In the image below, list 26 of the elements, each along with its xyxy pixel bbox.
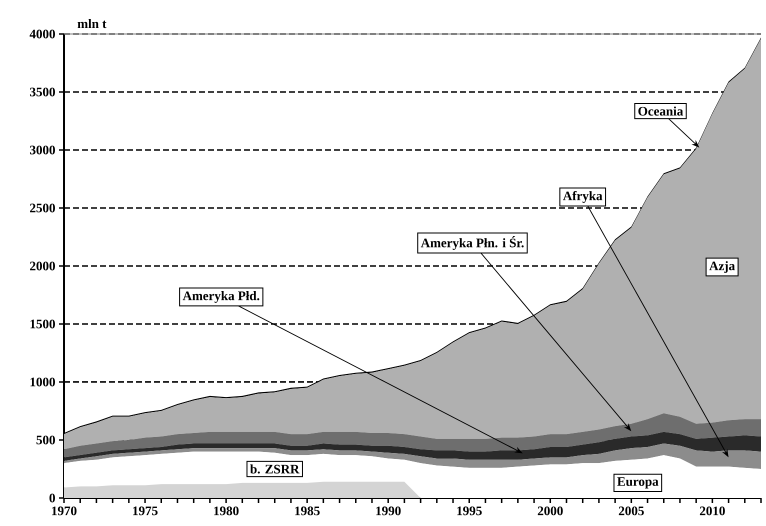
y-tick-label: 3500 — [30, 88, 55, 96]
y-tick-label: 500 — [36, 436, 55, 444]
x-tick-label: 1990 — [376, 506, 401, 516]
y-tick-label: 3000 — [30, 146, 55, 154]
text: Afryka — [562, 190, 602, 203]
x-tick-label: 1985 — [295, 506, 320, 516]
x-tick-label: 1970 — [52, 506, 77, 516]
text: Ameryka Płn. i Śr. — [420, 236, 524, 250]
series-label: b. ZSRR — [250, 464, 300, 474]
x-tick-label: 1995 — [457, 506, 482, 516]
y-tick-label: 2500 — [30, 204, 55, 212]
x-tick-label: 2000 — [538, 506, 563, 516]
y-tick-label: 4000 — [30, 30, 55, 38]
series-label: Oceania — [638, 106, 684, 116]
y-tick-label: 2000 — [30, 262, 55, 270]
series-label: Azja — [709, 261, 735, 273]
x-tick-label: 1980 — [214, 506, 239, 516]
x-tick-label: 2010 — [700, 506, 725, 516]
x-tick-label: 2005 — [618, 506, 644, 516]
y-axis-title: mln t — [78, 18, 106, 28]
x-tick-label: 1975 — [133, 506, 158, 516]
series-label: Europa — [617, 477, 658, 489]
text: Ameryka Płd. — [182, 291, 260, 303]
y-tick-label: 1000 — [30, 378, 55, 386]
y-tick-label: 0 — [49, 494, 55, 502]
y-tick-label: 1500 — [30, 320, 55, 328]
